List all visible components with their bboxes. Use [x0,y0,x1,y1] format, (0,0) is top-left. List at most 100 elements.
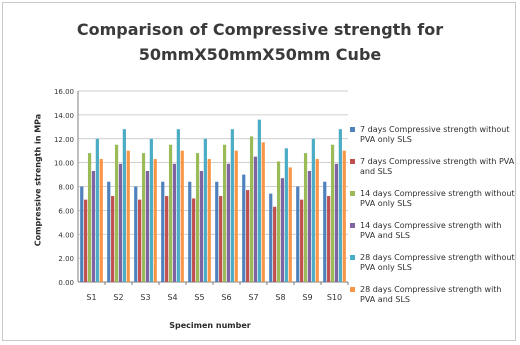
x-axis-title: Specimen number [169,321,251,330]
legend-swatch [350,159,355,164]
bar-S7-series-5 [257,119,261,283]
bar-S4-series-2 [165,196,169,282]
x-tick-label: S1 [86,293,96,302]
bar-S5-series-5 [203,138,207,282]
bar-S5-series-2 [192,198,196,282]
bar-S6-series-4 [226,163,231,282]
legend-label: 7 days Compressive strength with PVA and… [360,157,515,176]
y-tick-label: 12.00 [54,136,74,144]
bar-S7-series-2 [246,190,250,282]
x-tick-label: S10 [327,293,342,302]
bar-S6-series-2 [219,196,223,282]
legend-swatch [350,287,355,292]
chart-legend: 7 days Compressive strength without PVA … [350,125,518,317]
legend-item-14d-without-pva: 14 days Compressive strength without PVA… [350,189,518,221]
bar-S1-series-5 [95,138,99,282]
legend-swatch [350,127,355,132]
bar-S1-series-2 [84,199,88,282]
bar-S8-series-5 [284,148,288,282]
bar-S4-series-6 [180,150,184,282]
bar-S2-series-5 [122,129,126,282]
y-tick-label: 0.00 [58,279,74,287]
bar-S1-series-4 [91,170,96,282]
bar-S3-series-1 [134,186,138,282]
bar-S2-series-2 [111,196,115,282]
bar-S2-series-6 [126,150,130,282]
bar-S9-series-1 [296,186,300,282]
y-tick-label: 6.00 [58,207,74,215]
bar-S6-series-3 [222,144,227,282]
legend-swatch [350,223,355,228]
legend-label: 28 days Compressive strength with PVA an… [360,285,502,304]
x-tick-label: S9 [302,293,312,302]
bar-S8-series-1 [269,193,273,282]
legend-label: 14 days Compressive strength with PVA an… [360,221,502,240]
bar-S5-series-4 [199,170,204,282]
bar-S1-series-1 [80,186,84,282]
x-tick-label: S5 [194,293,204,302]
y-tick-label: 2.00 [58,255,74,263]
bar-S5-series-6 [207,159,211,282]
legend-item-28d-with-pva: 28 days Compressive strength with PVA an… [350,285,518,317]
legend-label: 7 days Compressive strength without PVA … [360,125,510,144]
bar-S9-series-3 [303,153,308,282]
bar-S2-series-4 [118,163,123,282]
bar-S3-series-4 [145,170,150,282]
bar-S9-series-5 [311,138,315,282]
bar-S3-series-5 [149,138,153,282]
bar-S4-series-4 [172,163,177,282]
bar-S10-series-4 [334,163,339,282]
x-tick-label: S6 [221,293,231,302]
bar-S6-series-6 [234,150,238,282]
x-tick-label: S8 [275,293,285,302]
legend-item-7d-with-pva: 7 days Compressive strength with PVA and… [350,157,518,189]
bar-S3-series-3 [141,153,146,282]
x-tick-label: S4 [167,293,177,302]
bar-S9-series-2 [300,199,304,282]
bar-S10-series-3 [330,144,335,282]
legend-swatch [350,191,355,196]
bar-S4-series-3 [168,144,173,282]
legend-swatch [350,255,355,260]
bar-S4-series-5 [176,129,180,282]
bar-S7-series-4 [253,156,258,282]
bar-S2-series-3 [114,144,119,282]
bar-S2-series-1 [107,181,111,282]
legend-item-7d-without-pva: 7 days Compressive strength without PVA … [350,125,518,157]
bar-S9-series-4 [307,170,312,282]
y-axis-title: Compressive strength in MPa [33,113,43,247]
bar-S10-series-2 [327,196,331,282]
bar-S7-series-1 [242,174,246,282]
y-tick-label: 4.00 [58,231,74,239]
legend-item-14d-with-pva: 14 days Compressive strength with PVA an… [350,221,518,253]
bar-S10-series-5 [338,129,342,282]
bar-S8-series-4 [280,178,285,282]
y-tick-label: 10.00 [54,160,74,168]
bar-S1-series-3 [87,153,92,282]
chart-title-line-2: 50mmX50mmX50mm Cube [138,45,382,64]
y-tick-label: 16.00 [54,88,74,96]
bar-S3-series-2 [138,199,142,282]
legend-label: 28 days Compressive strength without PVA… [360,253,515,272]
bar-S6-series-1 [215,181,219,282]
bar-S10-series-1 [323,181,327,282]
bar-S8-series-3 [276,161,281,282]
bar-S1-series-6 [99,159,103,282]
x-tick-label: S7 [248,293,258,302]
x-tick-label: S2 [113,293,123,302]
bar-S8-series-6 [288,167,292,282]
bar-S7-series-6 [261,142,265,282]
bar-S9-series-6 [315,159,319,282]
chart-title-line-1: Comparison of Compressive strength for [76,20,444,39]
bar-S5-series-1 [188,181,192,282]
y-tick-label: 14.00 [54,112,74,120]
bar-S5-series-3 [195,153,200,282]
bar-S3-series-6 [153,159,157,282]
bar-S4-series-1 [161,181,165,282]
legend-label: 14 days Compressive strength without PVA… [360,189,515,208]
bar-S6-series-5 [230,129,234,282]
legend-item-28d-without-pva: 28 days Compressive strength without PVA… [350,253,518,285]
y-tick-label: 8.00 [58,184,74,192]
bar-S8-series-2 [273,206,277,282]
x-tick-label: S3 [140,293,150,302]
